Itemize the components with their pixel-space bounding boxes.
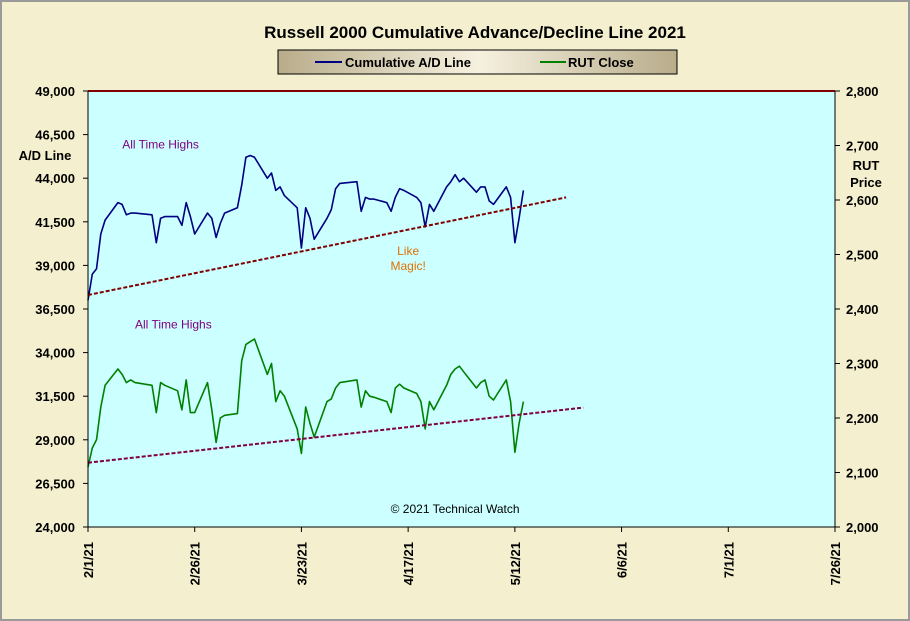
right-tick-label-0: 2,000: [846, 520, 879, 535]
right-axis-label-line2: Price: [850, 175, 882, 190]
series-cumulative-a-d-line: [87, 154, 525, 301]
annotation-3-line-0: © 2021 Technical Watch: [391, 502, 520, 516]
x-tick-label-5: 6/6/21: [615, 542, 630, 578]
trendline-2: [87, 196, 567, 296]
right-axis-label-line1: RUT: [853, 158, 880, 173]
left-tick-label-9: 46,500: [35, 128, 75, 143]
chart-title: Russell 2000 Cumulative Advance/Decline …: [264, 23, 686, 42]
left-tick-label-6: 39,000: [35, 258, 75, 273]
legend-box: [277, 49, 678, 75]
legend-label-rut-close: RUT Close: [568, 55, 634, 70]
left-tick-label-1: 26,500: [35, 476, 75, 491]
right-tick-label-5: 2,500: [846, 248, 879, 263]
annotation-2-line-1: Magic!: [390, 259, 425, 273]
left-tick-label-7: 41,500: [35, 215, 75, 230]
left-tick-label-8: 44,000: [35, 171, 75, 186]
right-tick-label-3: 2,300: [846, 357, 879, 372]
plot-area: [88, 91, 835, 527]
legend-label-ad-line: Cumulative A/D Line: [345, 55, 471, 70]
x-tick-label-3: 4/17/21: [401, 542, 416, 585]
x-tick-label-2: 3/23/21: [294, 542, 309, 585]
right-tick-label-4: 2,400: [846, 302, 879, 317]
left-tick-label-0: 24,000: [35, 520, 75, 535]
x-tick-label-4: 5/12/21: [508, 542, 523, 585]
x-tick-label-1: 2/26/21: [188, 542, 203, 585]
left-tick-label-2: 29,000: [35, 433, 75, 448]
annotation-2-line-0: Like: [397, 244, 419, 258]
x-tick-label-0: 2/1/21: [81, 542, 96, 578]
left-tick-label-3: 31,500: [35, 389, 75, 404]
x-tick-label-6: 7/1/21: [721, 542, 736, 578]
annotation-1-line-0: All Time Highs: [135, 318, 212, 332]
right-tick-label-7: 2,700: [846, 139, 879, 154]
series-rut-close: [87, 338, 525, 468]
right-tick-label-1: 2,100: [846, 466, 879, 481]
right-tick-label-2: 2,200: [846, 411, 879, 426]
legend: Cumulative A/D Line RUT Close: [277, 49, 678, 75]
left-tick-label-5: 36,500: [35, 302, 75, 317]
right-tick-label-6: 2,600: [846, 193, 879, 208]
trendline-3: [87, 406, 584, 464]
left-tick-label-10: 49,000: [35, 84, 75, 99]
annotation-0-line-0: All Time Highs: [122, 138, 199, 152]
x-tick-label-7: 7/26/21: [828, 542, 843, 585]
left-axis-label: A/D Line: [19, 148, 72, 163]
axes-layer: 24,000 26,500 29,000 31,500 34,000 36,500 39,0…: [35, 84, 878, 585]
right-tick-label-8: 2,800: [846, 84, 879, 99]
left-tick-label-4: 34,000: [35, 346, 75, 361]
